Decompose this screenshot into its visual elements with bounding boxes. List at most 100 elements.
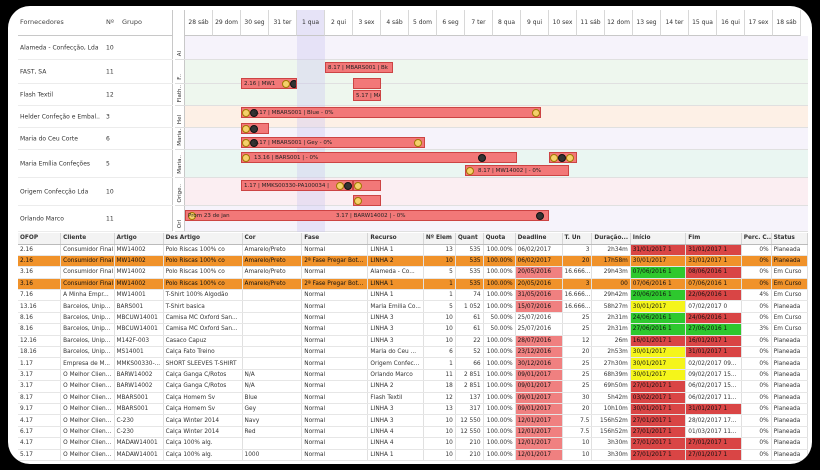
table-cell: MBARS001 bbox=[114, 392, 164, 404]
table-cell: 0% bbox=[741, 300, 772, 313]
column-header[interactable]: Perc. C... bbox=[741, 233, 772, 245]
gantt-task-bar[interactable] bbox=[353, 78, 381, 89]
column-header[interactable]: Deadline bbox=[515, 233, 563, 245]
resource-row[interactable]: Maria do Ceu Corte 6 bbox=[18, 128, 173, 150]
gantt-task-bar[interactable]: 9.17 | MBARS001 | Gey - 0% bbox=[241, 137, 425, 148]
table-row[interactable]: 8.16 Barcelos, Unip... MBCUW14001 Camisa MC… bbox=[18, 312, 808, 325]
resource-count: 6 bbox=[106, 135, 110, 142]
table-cell: 10 bbox=[423, 255, 456, 268]
clock-icon bbox=[566, 154, 574, 162]
table-cell: O Melhor Clien... bbox=[60, 449, 115, 461]
gantt-task-bar[interactable]: 5.17 | MAD bbox=[353, 90, 381, 101]
gantt-task-bar[interactable]: 2.16 | MW1 bbox=[241, 78, 297, 89]
clock-icon bbox=[344, 182, 352, 190]
table-cell: 100.00% bbox=[483, 357, 516, 370]
table-cell: 17h58m bbox=[591, 255, 631, 268]
table-cell: 8.16 bbox=[18, 323, 62, 336]
table-cell: Planeada bbox=[771, 437, 808, 450]
table-row[interactable]: 6.17 O Melhor Clien... C-230 Calça Winter 2… bbox=[18, 426, 808, 439]
table-row[interactable]: 7.16 A Minha Empr... MW14001 T-Shirt 100% A… bbox=[18, 289, 808, 302]
column-header[interactable]: Nº Elem bbox=[423, 233, 456, 245]
resource-row[interactable]: Maria Emília Confeções 5 bbox=[18, 150, 173, 178]
group-label-text: Maria.. bbox=[177, 155, 183, 174]
column-header[interactable]: Quant bbox=[455, 233, 484, 245]
table-cell: 30 bbox=[562, 392, 593, 404]
clock-icon bbox=[414, 139, 422, 147]
table-cell: Polo Riscas 100% co bbox=[163, 278, 243, 291]
resource-row[interactable]: Alameda - Confecção, Lda 10 bbox=[18, 36, 173, 60]
table-cell: Planeada bbox=[771, 335, 808, 348]
table-row[interactable]: 18.16 Barcelos, Unip... MS14001 Calça Fato … bbox=[18, 346, 808, 359]
gantt-task-bar[interactable]: Prom 23 de jan 3.17 | BARW14002 | - 0% bbox=[185, 210, 549, 221]
column-header[interactable]: Artigo bbox=[114, 233, 164, 245]
column-header[interactable]: Cor bbox=[242, 233, 303, 245]
table-cell: 2.16 bbox=[18, 244, 62, 256]
table-row[interactable]: 8.17 O Melhor Clien... MBARS001 Calça Homem… bbox=[18, 392, 808, 404]
gantt-task-bar[interactable]: 1.17 | MMKS00330-PA100034 | bbox=[241, 180, 353, 191]
table-row[interactable]: 9.17 O Melhor Clien... MBARS001 Calça Homem… bbox=[18, 403, 808, 416]
table-row[interactable]: 3.17 O Melhor Clien... BARW14002 Calça Gang… bbox=[18, 380, 808, 393]
column-header[interactable]: Recurso bbox=[367, 233, 424, 245]
table-row[interactable]: 2.16 Consumidor Final MW14002 Polo Riscas 1… bbox=[18, 255, 808, 268]
column-header[interactable]: T. Un bbox=[562, 233, 593, 245]
column-header[interactable]: Des Artigo bbox=[163, 233, 243, 245]
table-row[interactable]: 1.17 Empresa de M... MMKS00330-... SHORT SL… bbox=[18, 357, 808, 370]
table-row[interactable]: 8.16 Barcelos, Unip... MBCUW14001 Camisa MC… bbox=[18, 323, 808, 336]
gantt-task-bar[interactable]: 8.17 | MW14002 | - 0% bbox=[465, 165, 569, 176]
date-header: 18 sáb bbox=[773, 10, 801, 36]
table-cell: Normal bbox=[301, 437, 369, 450]
gantt-task-bar[interactable] bbox=[353, 180, 381, 191]
table-cell: 16.666... bbox=[562, 266, 593, 279]
resource-row[interactable]: Orlando Marco 11 bbox=[18, 206, 173, 232]
table-cell: Maria do Ceu ... bbox=[367, 346, 424, 359]
column-header[interactable]: Fase bbox=[301, 233, 369, 245]
gantt-task-bar[interactable]: 13.16 | BARS001 | - 0% bbox=[241, 152, 517, 163]
table-cell: 23/12/2016 bbox=[515, 346, 563, 359]
table-cell: 61 bbox=[455, 312, 484, 325]
table-row[interactable]: 3.16 Consumidor Final MW14002 Polo Riscas 1… bbox=[18, 266, 808, 279]
table-cell: 2 851 bbox=[455, 369, 484, 382]
table-row[interactable]: 13.16 Barcelos, Unip... BARS001 T-Shirt bas… bbox=[18, 300, 808, 313]
column-header[interactable]: OFOP bbox=[18, 233, 62, 245]
col-no[interactable]: Nº bbox=[106, 18, 114, 26]
table-row[interactable]: 4.17 O Melhor Clien... MADAW14001 Calça 100… bbox=[18, 437, 808, 450]
resource-row[interactable]: FAST, SA 11 bbox=[18, 60, 173, 84]
gantt-task-bar[interactable] bbox=[549, 152, 577, 163]
col-name[interactable]: Fornecedores bbox=[20, 18, 64, 26]
resource-row[interactable]: Helder Confeção e Embal... 3 bbox=[18, 106, 173, 128]
col-group[interactable]: Grupo bbox=[122, 18, 142, 26]
column-header[interactable]: Duração... bbox=[591, 233, 631, 245]
table-cell: 20/06/2016 1 bbox=[630, 289, 687, 302]
gantt-task-bar[interactable] bbox=[241, 123, 269, 134]
table-cell: 69h50m bbox=[591, 380, 631, 393]
table-cell: 7.16 bbox=[18, 289, 62, 302]
table-row[interactable]: 3.16 Consumidor Final MW14002 Polo Riscas 1… bbox=[18, 278, 808, 291]
column-header[interactable]: Fim bbox=[685, 233, 742, 245]
column-header[interactable]: Quota bbox=[483, 233, 516, 245]
table-cell: 27/06/2016 1 bbox=[685, 323, 742, 336]
date-header: 15 qua bbox=[689, 10, 717, 36]
clock-icon bbox=[354, 182, 362, 190]
table-row[interactable]: 5.17 O Melhor Clien... MADAW14001 Calça 100… bbox=[18, 449, 808, 461]
date-header: 8 qua bbox=[493, 10, 521, 36]
table-row[interactable]: 2.16 Consumidor Final MW14002 Polo Riscas 1… bbox=[18, 244, 808, 256]
resource-row[interactable]: Flash Textil 12 bbox=[18, 84, 173, 106]
table-cell: 12/01/2017 bbox=[515, 426, 563, 439]
gantt-task-bar[interactable]: 9.17 | MBARS001 | Blue - 0% bbox=[241, 107, 541, 118]
table-row[interactable]: 4.17 O Melhor Clien... C-230 Calça Winter 2… bbox=[18, 414, 808, 427]
gantt-task-bar[interactable]: 8.17 | MBARS001 | Bk bbox=[325, 62, 393, 73]
resource-row[interactable]: Origem Confecção Lda 10 bbox=[18, 178, 173, 206]
column-header[interactable]: Cliente bbox=[60, 233, 115, 245]
column-header[interactable]: Status bbox=[771, 233, 808, 245]
table-cell: 31/05/2016 bbox=[515, 289, 563, 302]
gantt-task-bar[interactable] bbox=[353, 195, 381, 206]
table-row[interactable]: 12.16 Barcelos, Unip... M142F-003 Casaco Ca… bbox=[18, 335, 808, 348]
table-cell: 12/01/2017 bbox=[515, 414, 563, 427]
task-label: 8.17 | MW14002 | - 0% bbox=[478, 168, 542, 174]
column-header[interactable]: Início bbox=[630, 233, 687, 245]
table-row[interactable]: 3.17 O Melhor Clien... BARW14002 Calça Gang… bbox=[18, 369, 808, 382]
table-cell: 30/01/2017 bbox=[630, 346, 687, 359]
clock-icon bbox=[532, 109, 540, 117]
table-cell: O Melhor Clien... bbox=[60, 403, 115, 416]
table-cell: 6.17 bbox=[18, 426, 62, 439]
